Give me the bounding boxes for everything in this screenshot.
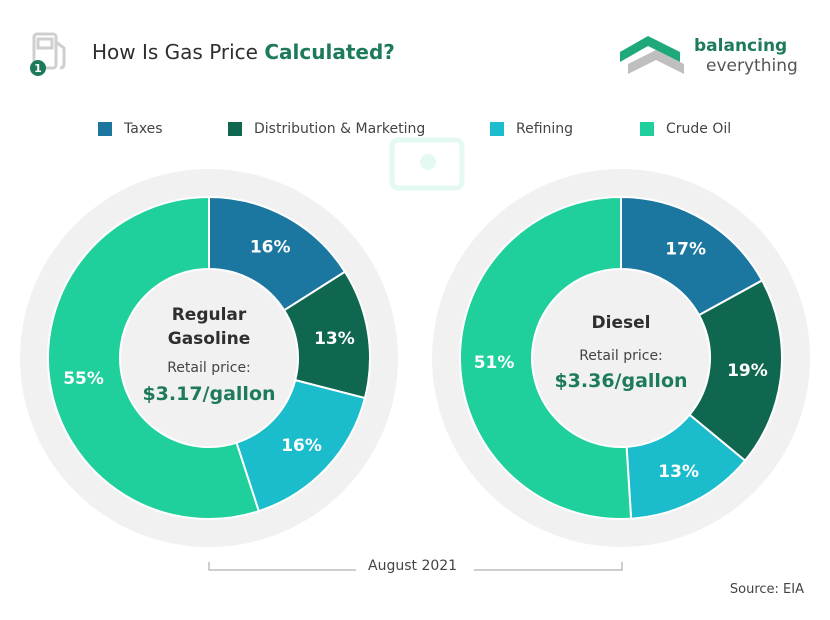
legend-label: Refining (516, 121, 574, 137)
brand-logo-icon (620, 36, 684, 74)
legend-swatch (640, 122, 654, 136)
slice-value-label: 55% (63, 369, 104, 389)
footer-date: August 2021 (368, 558, 458, 574)
donut-chart-regular-gasoline: 16% 13% 16% 55% Regular Gasoline Retail price:… (20, 169, 398, 547)
legend-label: Taxes (124, 121, 163, 137)
center-price: $3.17/gallon (142, 383, 275, 405)
legend-swatch (490, 122, 504, 136)
legend: Taxes Distribution & Marketing Refining … (0, 121, 830, 143)
legend-item-refining: Refining (490, 121, 573, 137)
legend-label: Crude Oil (666, 121, 732, 137)
page-title: How Is Gas Price Calculated? (92, 40, 395, 64)
slice-value-label: 13% (314, 329, 355, 349)
legend-item-distribution: Distribution & Marketing (228, 121, 425, 137)
brand-name-line1: balancing (694, 36, 788, 56)
center-label: Retail price: (167, 360, 251, 376)
donut-slice-crude-oil (47, 195, 261, 520)
slice-value-label: 51% (474, 353, 515, 373)
donut-slice-distribution-marketing (688, 279, 783, 463)
center-price: $3.36/gallon (554, 370, 687, 392)
donut-slice-crude-oil (458, 195, 633, 520)
slice-value-label: 16% (250, 238, 291, 258)
brand-name-line2: everything (706, 56, 798, 76)
center-title: Gasoline (168, 329, 251, 349)
svg-text:1: 1 (34, 62, 42, 75)
title-bold: Calculated? (264, 40, 395, 64)
center-label: Retail price: (579, 348, 663, 364)
slice-value-label: 19% (727, 361, 768, 381)
legend-item-taxes: Taxes (98, 121, 163, 137)
slice-value-label: 13% (658, 462, 699, 482)
legend-swatch (98, 122, 112, 136)
legend-swatch (228, 122, 242, 136)
slice-value-label: 16% (281, 436, 322, 456)
center-title: Diesel (592, 313, 651, 333)
slice-value-label: 17% (665, 240, 706, 260)
center-title: Regular (172, 305, 247, 325)
title-prefix: How Is Gas Price (92, 40, 265, 64)
gas-pump-icon: 1 (30, 32, 66, 76)
jerrycan-watermark-icon (389, 137, 465, 191)
legend-item-crude: Crude Oil (640, 121, 731, 137)
source-note: Source: EIA (729, 582, 804, 597)
legend-label: Distribution & Marketing (254, 121, 426, 137)
date-bracket (208, 562, 623, 571)
donut-chart-diesel: 17% 19% 13% 51% Diesel Retail price: $3.36/gal… (432, 169, 810, 547)
